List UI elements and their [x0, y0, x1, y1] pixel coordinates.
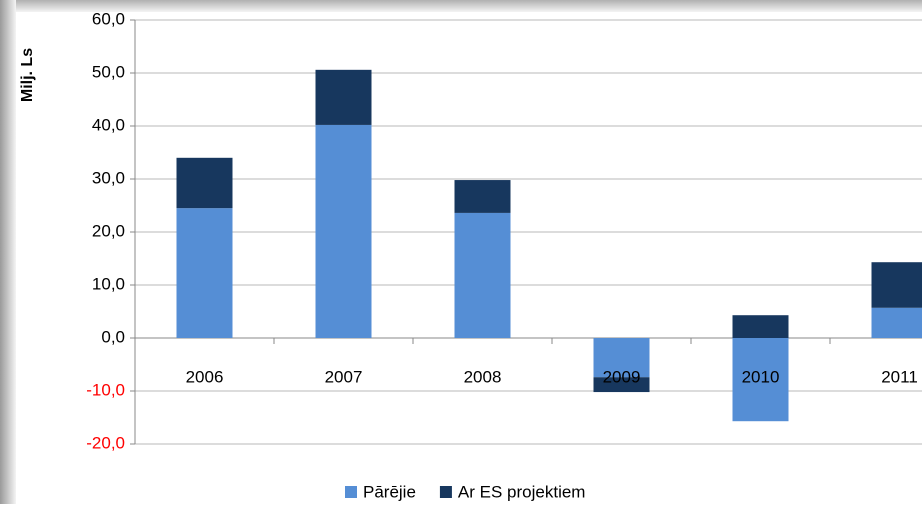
x-tick-label: 2007 — [325, 367, 363, 386]
y-tick-label: -10,0 — [86, 380, 125, 399]
bar-segment — [316, 70, 372, 125]
y-tick-label: 10,0 — [92, 274, 125, 293]
y-tick-label: -20,0 — [86, 433, 125, 452]
legend-label: Pārējie — [363, 482, 416, 501]
x-tick-label: 2009 — [603, 367, 641, 386]
legend-swatch — [345, 486, 357, 498]
bar-segment — [316, 125, 372, 338]
y-tick-label: 40,0 — [92, 115, 125, 134]
bar-segment — [177, 158, 233, 208]
x-tick-label: 2010 — [742, 367, 780, 386]
frame-top — [0, 0, 922, 12]
legend-label: Ar ES projektiem — [458, 482, 586, 501]
bar-segment — [455, 180, 511, 213]
x-tick-label: 2006 — [186, 367, 224, 386]
y-tick-label: 0,0 — [101, 327, 125, 346]
bar-segment — [177, 208, 233, 338]
y-tick-label: 20,0 — [92, 221, 125, 240]
x-tick-label: 2011 — [881, 367, 918, 386]
bar-segment — [455, 213, 511, 338]
y-tick-label: 60,0 — [92, 9, 125, 28]
x-tick-label: 2008 — [464, 367, 502, 386]
frame-left — [0, 0, 16, 504]
y-tick-label: 30,0 — [92, 168, 125, 187]
bar-segment — [733, 315, 789, 338]
legend-swatch — [440, 486, 452, 498]
bar-segment — [872, 262, 922, 308]
y-tick-label: 50,0 — [92, 62, 125, 81]
bar-segment — [872, 308, 922, 338]
y-axis-label: Milj. Ls — [19, 48, 36, 102]
